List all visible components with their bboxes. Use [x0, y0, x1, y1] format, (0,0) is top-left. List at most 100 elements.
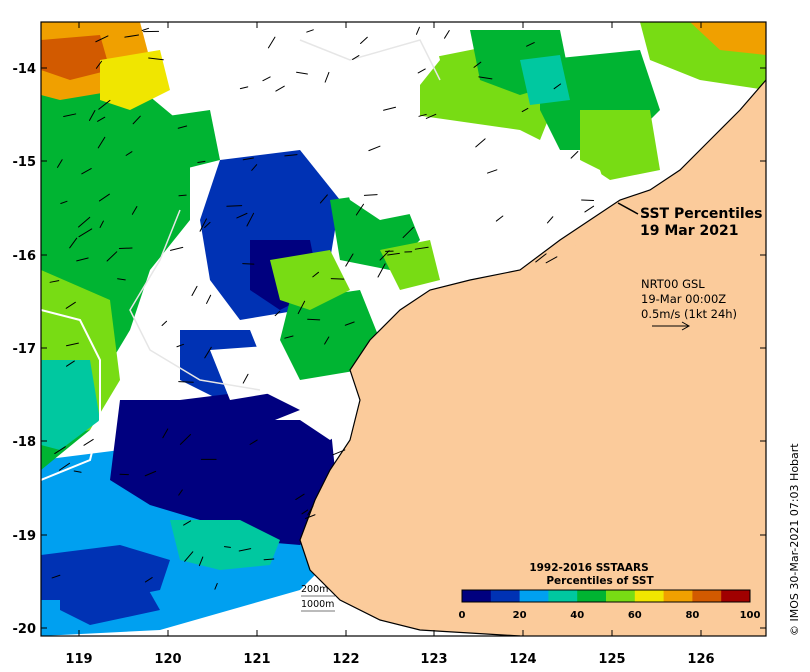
current-vector: [197, 160, 206, 164]
current-vector: [263, 558, 275, 561]
current-vector: [570, 150, 579, 159]
colorbar-frame: [461, 589, 751, 603]
current-vector: [414, 246, 429, 250]
current-vector: [141, 27, 150, 32]
current-vector: [204, 346, 212, 359]
current-vector: [345, 253, 354, 267]
current-vector: [417, 68, 426, 74]
current-vector: [521, 107, 529, 113]
current-vector: [535, 253, 547, 263]
current-vector: [148, 57, 164, 61]
current-vector: [97, 116, 106, 122]
current-vector: [324, 336, 330, 345]
current-vector: [478, 76, 493, 80]
current-vector: [98, 99, 111, 110]
colorbar-tick: 0: [459, 610, 466, 621]
current-vector: [377, 263, 386, 278]
lon-tick-label: 123: [420, 652, 447, 667]
current-vector: [214, 582, 218, 590]
current-vector: [78, 216, 91, 228]
current-vector: [239, 86, 249, 90]
colorbar-title-1: 1992-2016 SSTAARS: [529, 562, 648, 574]
current-vector: [177, 125, 188, 129]
current-vector: [249, 439, 258, 445]
current-vector: [415, 26, 420, 35]
current-vector: [54, 446, 66, 455]
current-vector: [95, 35, 109, 43]
current-scale-arrow: [652, 321, 691, 331]
lat-tick-label: -18: [13, 435, 37, 450]
current-vector: [132, 115, 141, 125]
colorbar-swatch: [490, 590, 521, 602]
current-vector: [117, 278, 126, 281]
current-vector: [131, 206, 138, 215]
current-vector: [184, 551, 194, 562]
current-vector: [178, 489, 183, 496]
colorbar-swatch: [721, 590, 751, 602]
lon-tick-label: 121: [243, 652, 270, 667]
longitude-axis: 119 120 121 122 123 124 125 126: [65, 22, 715, 667]
current-vector: [305, 514, 316, 519]
colorbar-swatch: [606, 590, 636, 602]
current-vector: [495, 215, 504, 222]
current-vector: [332, 449, 346, 456]
current-vector: [199, 218, 207, 232]
lat-tick-label: -19: [13, 529, 37, 544]
current-vector: [144, 577, 153, 583]
current-source: NRT00 GSL: [641, 277, 705, 291]
current-vector: [267, 36, 276, 49]
current-vector: [344, 321, 355, 326]
current-vector: [176, 343, 185, 348]
current-vector: [198, 556, 204, 567]
current-vector: [402, 226, 414, 239]
current-vector: [475, 138, 486, 148]
current-vector: [363, 194, 378, 196]
lon-tick-label: 119: [65, 652, 92, 667]
colorbar-title-2: Percentiles of SST: [546, 575, 654, 587]
latitude-axis: -14 -15 -16 -17 -18 -19 -20: [13, 62, 766, 637]
no-data-areas: [160, 22, 620, 440]
current-vector: [473, 61, 482, 68]
contour-label-200m: 200m: [301, 584, 328, 595]
current-vector: [242, 373, 249, 384]
current-vector: [306, 29, 314, 33]
sst-field: [41, 22, 766, 636]
lat-tick-label: -20: [13, 622, 37, 637]
current-vector: [226, 205, 243, 207]
current-vector: [319, 194, 328, 204]
land-mass: [300, 22, 766, 636]
current-vector: [284, 335, 294, 339]
colorbar: 1992-2016 SSTAARS Percentiles of SST 0 2…: [459, 562, 761, 621]
current-vector: [204, 221, 211, 228]
current-vector: [162, 428, 169, 439]
current-vector: [88, 110, 96, 121]
current-vector: [51, 574, 61, 579]
current-vector: [144, 470, 157, 477]
current-vector: [99, 220, 104, 228]
colorbar-tick: 100: [740, 610, 761, 621]
colorbar-swatch: [462, 590, 492, 602]
lat-tick-label: -15: [13, 155, 37, 170]
current-vector: [65, 342, 79, 347]
current-vector: [178, 381, 194, 383]
current-vector: [545, 256, 558, 264]
current-vector: [444, 30, 450, 39]
current-vector: [81, 168, 92, 175]
current-vector: [296, 71, 308, 75]
colorbar-swatch: [663, 590, 693, 602]
lon-tick-label: 125: [598, 652, 625, 667]
current-vector: [297, 300, 306, 315]
current-vector: [98, 193, 110, 202]
current-vector: [65, 301, 76, 309]
colorbar-swatch: [519, 590, 549, 602]
current-vector: [379, 250, 390, 261]
current-vector: [242, 157, 254, 161]
current-vectors: [49, 26, 595, 590]
map-title: SST Percentiles: [640, 206, 763, 222]
current-vector: [526, 42, 535, 47]
current-vector: [236, 212, 248, 219]
current-vector: [275, 85, 285, 92]
colorbar-tick: 20: [513, 610, 527, 621]
coastline: [299, 79, 766, 636]
